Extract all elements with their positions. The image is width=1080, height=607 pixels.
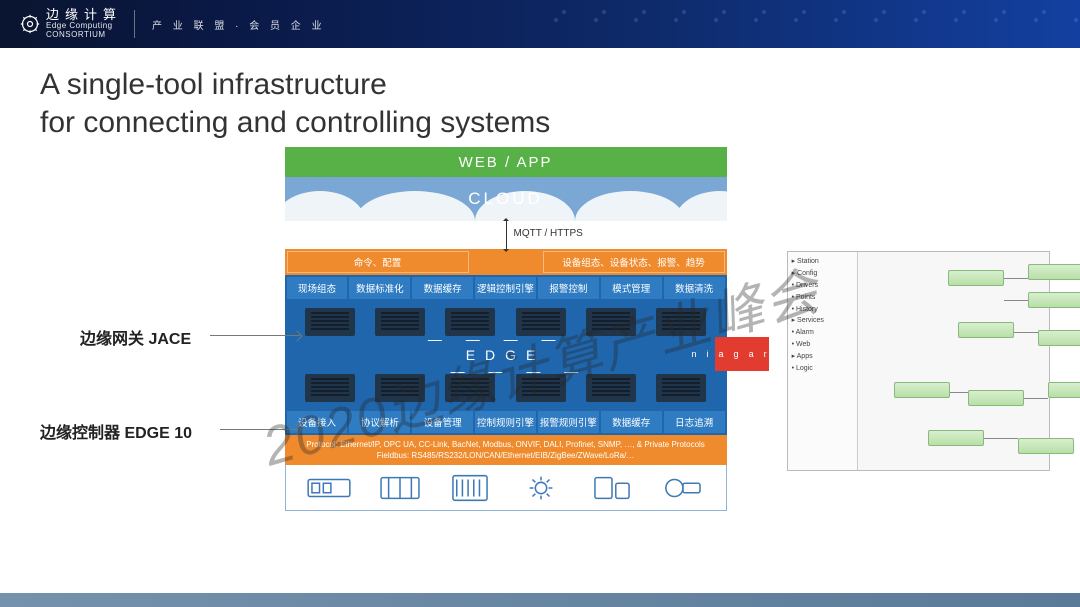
layer-web: WEB / APP bbox=[285, 147, 727, 177]
row-services: 设备接入协议解析设备管理控制规则引擎报警规则引擎数据缓存日志追溯 bbox=[285, 409, 727, 435]
flow-node bbox=[928, 430, 984, 446]
edge-band: — — — — EDGE — — — — niagara bbox=[285, 343, 727, 367]
top-banner: 边缘计算 Edge Computing CONSORTIUM 产 业 联 盟 ·… bbox=[0, 0, 1080, 48]
banner-decor bbox=[540, 0, 1080, 48]
content-row: 边缘网关 JACE 边缘控制器 EDGE 10 WEB / APP CLOUD … bbox=[40, 147, 1050, 511]
device-icon bbox=[656, 374, 706, 402]
device-icon bbox=[656, 308, 706, 336]
equipment-icon bbox=[303, 470, 355, 506]
flow-wire bbox=[1014, 332, 1038, 333]
tree-line: • Alarm bbox=[792, 327, 853, 339]
flow-node bbox=[1038, 330, 1080, 346]
layer-protocols: Protocol: Ethernet/IP, OPC UA, CC-Link, … bbox=[285, 435, 727, 465]
func-box: 数据清洗 bbox=[664, 277, 725, 299]
flow-wire bbox=[984, 438, 1018, 439]
banner-subtitle: 产 业 联 盟 · 会 员 企 业 bbox=[152, 17, 326, 32]
device-icon bbox=[305, 374, 355, 402]
tree-line: ▸ Apps bbox=[792, 351, 853, 363]
device-icon bbox=[375, 308, 425, 336]
device-icon bbox=[586, 374, 636, 402]
flow-node bbox=[1048, 382, 1080, 398]
flow-node bbox=[1018, 438, 1074, 454]
svc-box: 日志追溯 bbox=[664, 411, 725, 433]
device-icon bbox=[586, 308, 636, 336]
equipment-icon bbox=[586, 470, 638, 506]
proto-line1: Protocol: Ethernet/IP, OPC UA, CC-Link, … bbox=[306, 439, 705, 450]
flow-wire bbox=[950, 392, 968, 393]
software-tree: ▸ Station ▸ Config • Drivers • Points • … bbox=[788, 252, 858, 470]
tree-line: • Web bbox=[792, 339, 853, 351]
slide-body: A single-tool infrastructure for connect… bbox=[0, 48, 1080, 593]
architecture-diagram: WEB / APP CLOUD MQTT / HTTPS 命令、配置 设备组态、设… bbox=[285, 147, 727, 511]
software-canvas bbox=[858, 252, 1049, 470]
svc-box: 控制规则引擎 bbox=[475, 411, 536, 433]
equipment-icon bbox=[444, 470, 496, 506]
equipment-icon bbox=[656, 470, 708, 506]
logo-cn: 边缘计算 bbox=[46, 8, 122, 22]
row-equipment bbox=[285, 465, 727, 511]
tree-line: ▸ Services bbox=[792, 315, 853, 327]
niagara-badge: niagara bbox=[715, 337, 769, 371]
tree-line: • Logic bbox=[792, 363, 853, 375]
title-line1: A single-tool infrastructure bbox=[40, 66, 1050, 104]
device-icon bbox=[305, 308, 355, 336]
device-icon bbox=[375, 374, 425, 402]
svc-box: 报警规则引擎 bbox=[538, 411, 599, 433]
svc-box: 协议解析 bbox=[349, 411, 410, 433]
gear-icon bbox=[20, 14, 40, 34]
func-box: 报警控制 bbox=[538, 277, 599, 299]
logo: 边缘计算 Edge Computing CONSORTIUM bbox=[20, 8, 122, 40]
flow-node bbox=[958, 322, 1014, 338]
layer-mqtt: MQTT / HTTPS bbox=[285, 221, 727, 249]
svc-box: 设备管理 bbox=[412, 411, 473, 433]
title-line2: for connecting and controlling systems bbox=[40, 104, 1050, 142]
flow-wire bbox=[1004, 278, 1028, 279]
tree-line: ▸ Station bbox=[792, 256, 853, 268]
func-box: 数据标准化 bbox=[349, 277, 410, 299]
flow-node bbox=[1028, 264, 1080, 280]
proto-line2: Fieldbus: RS485/RS232/LON/CAN/Ethernet/E… bbox=[377, 450, 635, 461]
func-box: 现场组态 bbox=[287, 277, 348, 299]
flow-node bbox=[948, 270, 1004, 286]
equipment-icon bbox=[374, 470, 426, 506]
flow-node bbox=[968, 390, 1024, 406]
tree-line: ▸ Config bbox=[792, 268, 853, 280]
cmd-box: 命令、配置 bbox=[287, 251, 469, 273]
cloud-label: CLOUD bbox=[468, 189, 543, 209]
bottom-bar bbox=[0, 593, 1080, 607]
edge-label: EDGE bbox=[466, 347, 546, 363]
pointer-gateway bbox=[210, 335, 300, 336]
flow-wire bbox=[1004, 300, 1028, 301]
cmd-box: 设备组态、设备状态、报警、趋势 bbox=[543, 251, 725, 273]
func-box: 数据缓存 bbox=[412, 277, 473, 299]
device-icon bbox=[516, 374, 566, 402]
tree-line: • Drivers bbox=[792, 280, 853, 292]
label-gateway: 边缘网关 JACE bbox=[80, 325, 191, 349]
equipment-icon bbox=[515, 470, 567, 506]
svc-box: 数据缓存 bbox=[601, 411, 662, 433]
software-screenshot: ▸ Station ▸ Config • Drivers • Points • … bbox=[787, 251, 1050, 471]
logo-en2: CONSORTIUM bbox=[46, 31, 122, 40]
device-icon bbox=[445, 374, 495, 402]
left-labels: 边缘网关 JACE 边缘控制器 EDGE 10 bbox=[40, 147, 285, 511]
tree-line: • Points bbox=[792, 292, 853, 304]
tree-line: • History bbox=[792, 304, 853, 316]
label-controller: 边缘控制器 EDGE 10 bbox=[40, 419, 192, 443]
mqtt-arrow-icon bbox=[506, 219, 507, 251]
banner-separator bbox=[134, 10, 135, 38]
func-box: 模式管理 bbox=[601, 277, 662, 299]
flow-node bbox=[894, 382, 950, 398]
flow-wire bbox=[1024, 398, 1048, 399]
func-box: 逻辑控制引擎 bbox=[475, 277, 536, 299]
pointer-controller bbox=[220, 429, 300, 430]
mqtt-label: MQTT / HTTPS bbox=[514, 228, 583, 239]
slide-title: A single-tool infrastructure for connect… bbox=[40, 66, 1050, 141]
flow-node bbox=[1028, 292, 1080, 308]
row-functions: 现场组态数据标准化数据缓存逻辑控制引擎报警控制模式管理数据清洗 bbox=[285, 275, 727, 301]
